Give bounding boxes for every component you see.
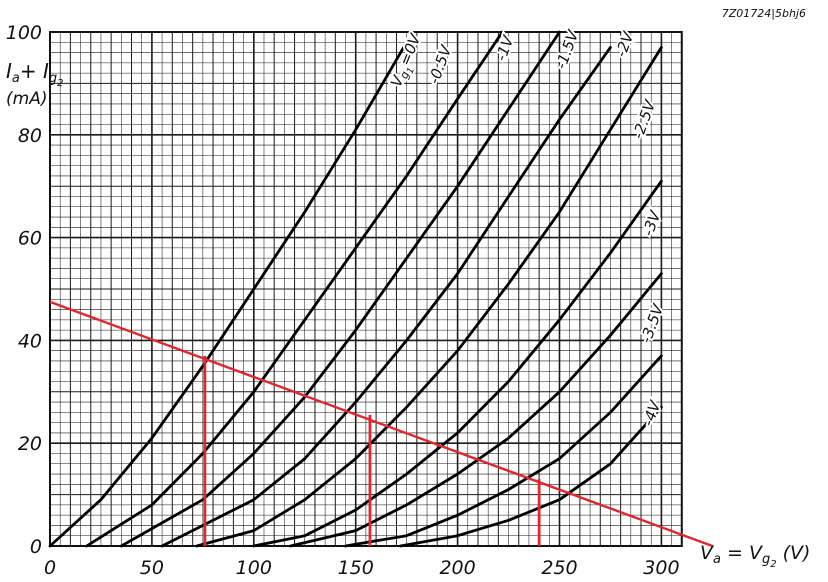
x-tick-label: 250 [541,557,577,579]
load-line-group [49,300,713,548]
curve-label: -1V [492,32,518,63]
curve-line [119,30,561,548]
x-tick-label: 100 [236,557,272,579]
curve-label: -0.5V [425,41,456,86]
x-tick-label: 0 [44,557,56,579]
x-tick-label: 150 [338,557,374,579]
curve-line [85,30,504,548]
load-line [49,300,713,548]
y-axis-unit: (mA) [6,89,47,109]
reference-code: 7Z01724|5bhj6 [722,7,806,20]
grid [49,31,683,547]
plot-frame [49,31,683,547]
x-tick-label: 50 [140,557,164,579]
plot-border [49,31,683,547]
y-tick-label: 80 [18,125,42,147]
curve-label: -1.5V [552,26,583,71]
x-tick-label: 300 [643,557,679,579]
curve-line [195,46,663,548]
y-tick-label: 40 [18,330,42,352]
curve-line [289,272,663,548]
y-tick-label: 0 [30,536,42,558]
x-axis-label: Va = Vg2 (V) [700,542,810,570]
y-axis-label: Ia+ Ig2 [6,59,64,89]
y-tick-label: 60 [18,228,42,250]
curve-line [344,354,663,548]
x-tick-label: 200 [439,557,475,579]
curve-line [48,40,408,548]
y-tick-label: 20 [18,433,42,455]
curve-line [399,405,663,548]
curve-label: Vg1=0V [387,30,430,92]
y-tick-label: 100 [6,22,42,44]
curve-line [252,179,663,548]
curve-line [160,46,612,548]
tick-labels: 0 50 100 150 200 250 300 0 20 40 60 80 100 [6,22,680,579]
curves: Vg1=0V -0.5V -1V -1.5V -2V-2.5V-3V-3.5V-4V [48,24,670,548]
